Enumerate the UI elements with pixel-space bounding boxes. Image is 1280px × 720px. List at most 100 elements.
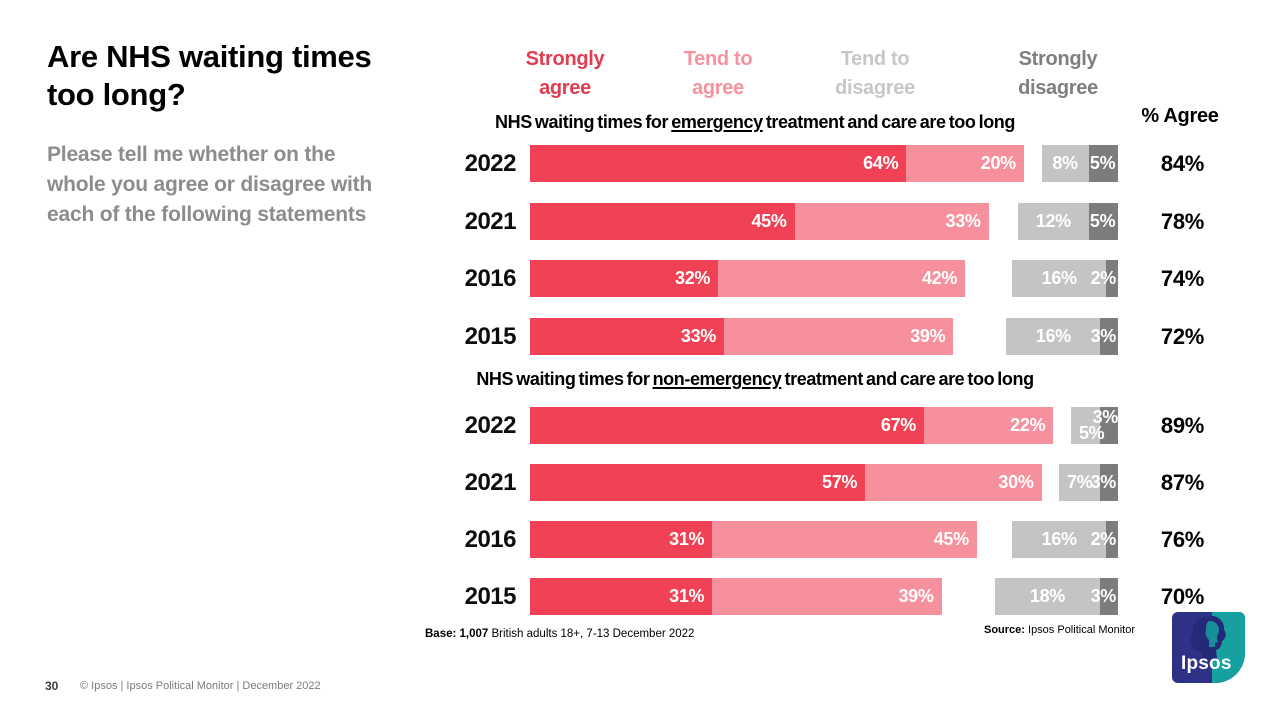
segment-label: 3% (1090, 471, 1117, 492)
segment-strongly-agree: 57% (530, 463, 866, 501)
segment-label: 8% (1052, 153, 1078, 173)
legend-strongly-agree: Strongly agree (525, 48, 605, 99)
legend-strongly-disagree: Strongly disagree (1018, 48, 1098, 99)
agree-total: 87% (1160, 469, 1205, 495)
disagree-stack: 5% 3% (1070, 406, 1118, 444)
agree-stack: 31% 39% (530, 577, 942, 615)
segment-label: 45% (933, 528, 969, 549)
agree-stack: 32% 42% (530, 260, 966, 297)
segment-strongly-agree: 67% (530, 406, 924, 444)
year-label: 2022 (464, 411, 517, 439)
segment-tend-to-disagree (994, 577, 1101, 615)
agree-total: 89% (1160, 412, 1205, 438)
segment-tend-to-disagree (1018, 202, 1089, 240)
chart-title-text: treatment and care are too long (781, 369, 1035, 389)
base-text: British adults 18+, 7-13 December 2022 (488, 628, 695, 640)
disagree-stack: 12% 5% (1018, 202, 1118, 240)
segment-label: 3% (1092, 406, 1119, 427)
segment-label: 16% (1041, 528, 1077, 549)
percent-agree-header: % Agree (1141, 105, 1219, 127)
footer-copyright: © Ipsos | Ipsos Political Monitor | Dece… (80, 680, 321, 692)
year-label: 2021 (464, 468, 517, 496)
chart-title-text: non-emergency (652, 369, 782, 389)
page-title: Are NHS waiting times too long? (47, 39, 372, 112)
chart-title-text: emergency (671, 112, 763, 132)
segment-label: 42% (921, 268, 958, 288)
agree-stack: 64% 20% (530, 145, 1024, 182)
year-label: 2016 (464, 265, 517, 292)
disagree-stack: 8% 5% (1041, 145, 1118, 182)
segment-strongly-agree: 33% (530, 317, 725, 355)
segment-label: 20% (980, 153, 1016, 173)
face-icon (1190, 615, 1226, 659)
agree-total: 72% (1160, 323, 1205, 349)
segment-strongly-agree: 31% (530, 577, 713, 615)
segment-label: 31% (669, 585, 705, 606)
segment-tend-to-agree: 39% (712, 577, 942, 615)
bar-row: 2022 64% 20% 8% 5% 84% (440, 145, 1235, 182)
segment-label: 5% (1089, 210, 1116, 231)
segment-tend-to-disagree (1070, 406, 1101, 444)
segment-label: 18% (1029, 585, 1065, 606)
year-label: 2015 (464, 322, 517, 350)
segment-label: 67% (880, 414, 916, 435)
segment-strongly-disagree (1088, 145, 1118, 182)
segment-tend-to-disagree (1012, 520, 1107, 558)
segment-tend-to-disagree (1006, 317, 1101, 355)
chart-title: NHS waiting times for non-emergency trea… (435, 369, 1075, 390)
bar-row: 2015 33% 39% 16% 3% 72% (440, 317, 1235, 355)
segment-strongly-disagree (1100, 406, 1118, 444)
agree-total: 76% (1160, 526, 1205, 552)
segment-strongly-agree: 64% (530, 145, 907, 182)
segment-label: 2% (1090, 268, 1117, 288)
agree-stack: 57% 30% (530, 463, 1042, 501)
segment-strongly-agree: 31% (530, 520, 713, 558)
agree-total: 78% (1160, 208, 1205, 234)
segment-label: 12% (1035, 210, 1071, 231)
segment-strongly-disagree (1100, 317, 1118, 355)
agree-stack: 67% 22% (530, 406, 1054, 444)
chart-title-text: NHS waiting times for (476, 369, 653, 389)
segment-label: 5% (1078, 422, 1105, 443)
segment-label: 39% (898, 585, 934, 606)
segment-label: 33% (945, 210, 981, 231)
segment-label: 5% (1089, 153, 1116, 173)
segment-strongly-disagree (1088, 202, 1118, 240)
segment-label: 3% (1090, 325, 1117, 346)
segment-tend-to-agree: 22% (923, 406, 1054, 444)
bar-row: 2021 45% 33% 12% 5% 78% (440, 202, 1235, 240)
bar-row: 2022 67% 22% 5% 3% 89% (440, 406, 1235, 444)
agree-total: 84% (1160, 151, 1205, 176)
ipsos-logo: Ipsos (1172, 612, 1245, 683)
segment-label: 45% (751, 210, 787, 231)
segment-tend-to-disagree (1041, 145, 1089, 182)
segment-label: 31% (669, 528, 705, 549)
segment-label: 7% (1067, 471, 1093, 492)
chart-title: NHS waiting times for emergency treatmen… (435, 112, 1075, 133)
segment-tend-to-agree: 20% (906, 145, 1024, 182)
question-subtitle: Please tell me whether on the whole you … (47, 143, 373, 226)
segment-tend-to-agree: 45% (712, 520, 977, 558)
base-label: Base: 1,007 (425, 628, 489, 640)
segment-label: 3% (1090, 585, 1117, 606)
source-label: Source: (983, 624, 1025, 636)
source-note: Source: Ipsos Political Monitor (935, 624, 1135, 636)
disagree-stack: 16% 2% (1012, 520, 1118, 558)
page-number: 30 (45, 679, 59, 693)
segment-label: 16% (1035, 325, 1071, 346)
segment-strongly-agree: 32% (530, 260, 719, 297)
agree-stack: 33% 39% (530, 317, 954, 355)
bar-row: 2015 31% 39% 18% 3% 70% (440, 577, 1235, 615)
segment-strongly-agree: 45% (530, 202, 795, 240)
segment-label: 22% (1010, 414, 1046, 435)
segment-label: 30% (998, 471, 1034, 492)
agree-stack: 45% 33% (530, 202, 989, 240)
disagree-stack: 7% 3% (1059, 463, 1118, 501)
segment-label: 39% (910, 325, 946, 346)
bar-row: 2016 32% 42% 16% 2% 74% (440, 260, 1235, 297)
segment-tend-to-agree: 42% (718, 260, 966, 297)
source-text: Ipsos Political Monitor (1024, 624, 1135, 636)
segment-strongly-disagree (1100, 577, 1118, 615)
base-note: Base: 1,007 British adults 18+, 7-13 Dec… (425, 628, 694, 640)
segment-tend-to-agree: 30% (865, 463, 1042, 501)
